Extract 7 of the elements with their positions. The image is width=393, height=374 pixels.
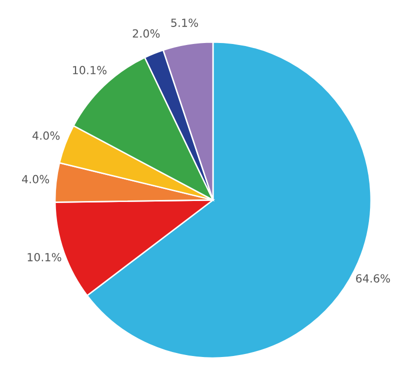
data-label: 10.1% — [73, 66, 106, 74]
data-label: 5.1% — [171, 18, 198, 27]
data-label: 4.0% — [22, 174, 50, 184]
data-label: 4.0% — [32, 131, 60, 140]
data-label: 64.6% — [356, 274, 390, 283]
data-label: 2.0% — [132, 29, 160, 38]
data-label: 10.1% — [28, 252, 62, 262]
